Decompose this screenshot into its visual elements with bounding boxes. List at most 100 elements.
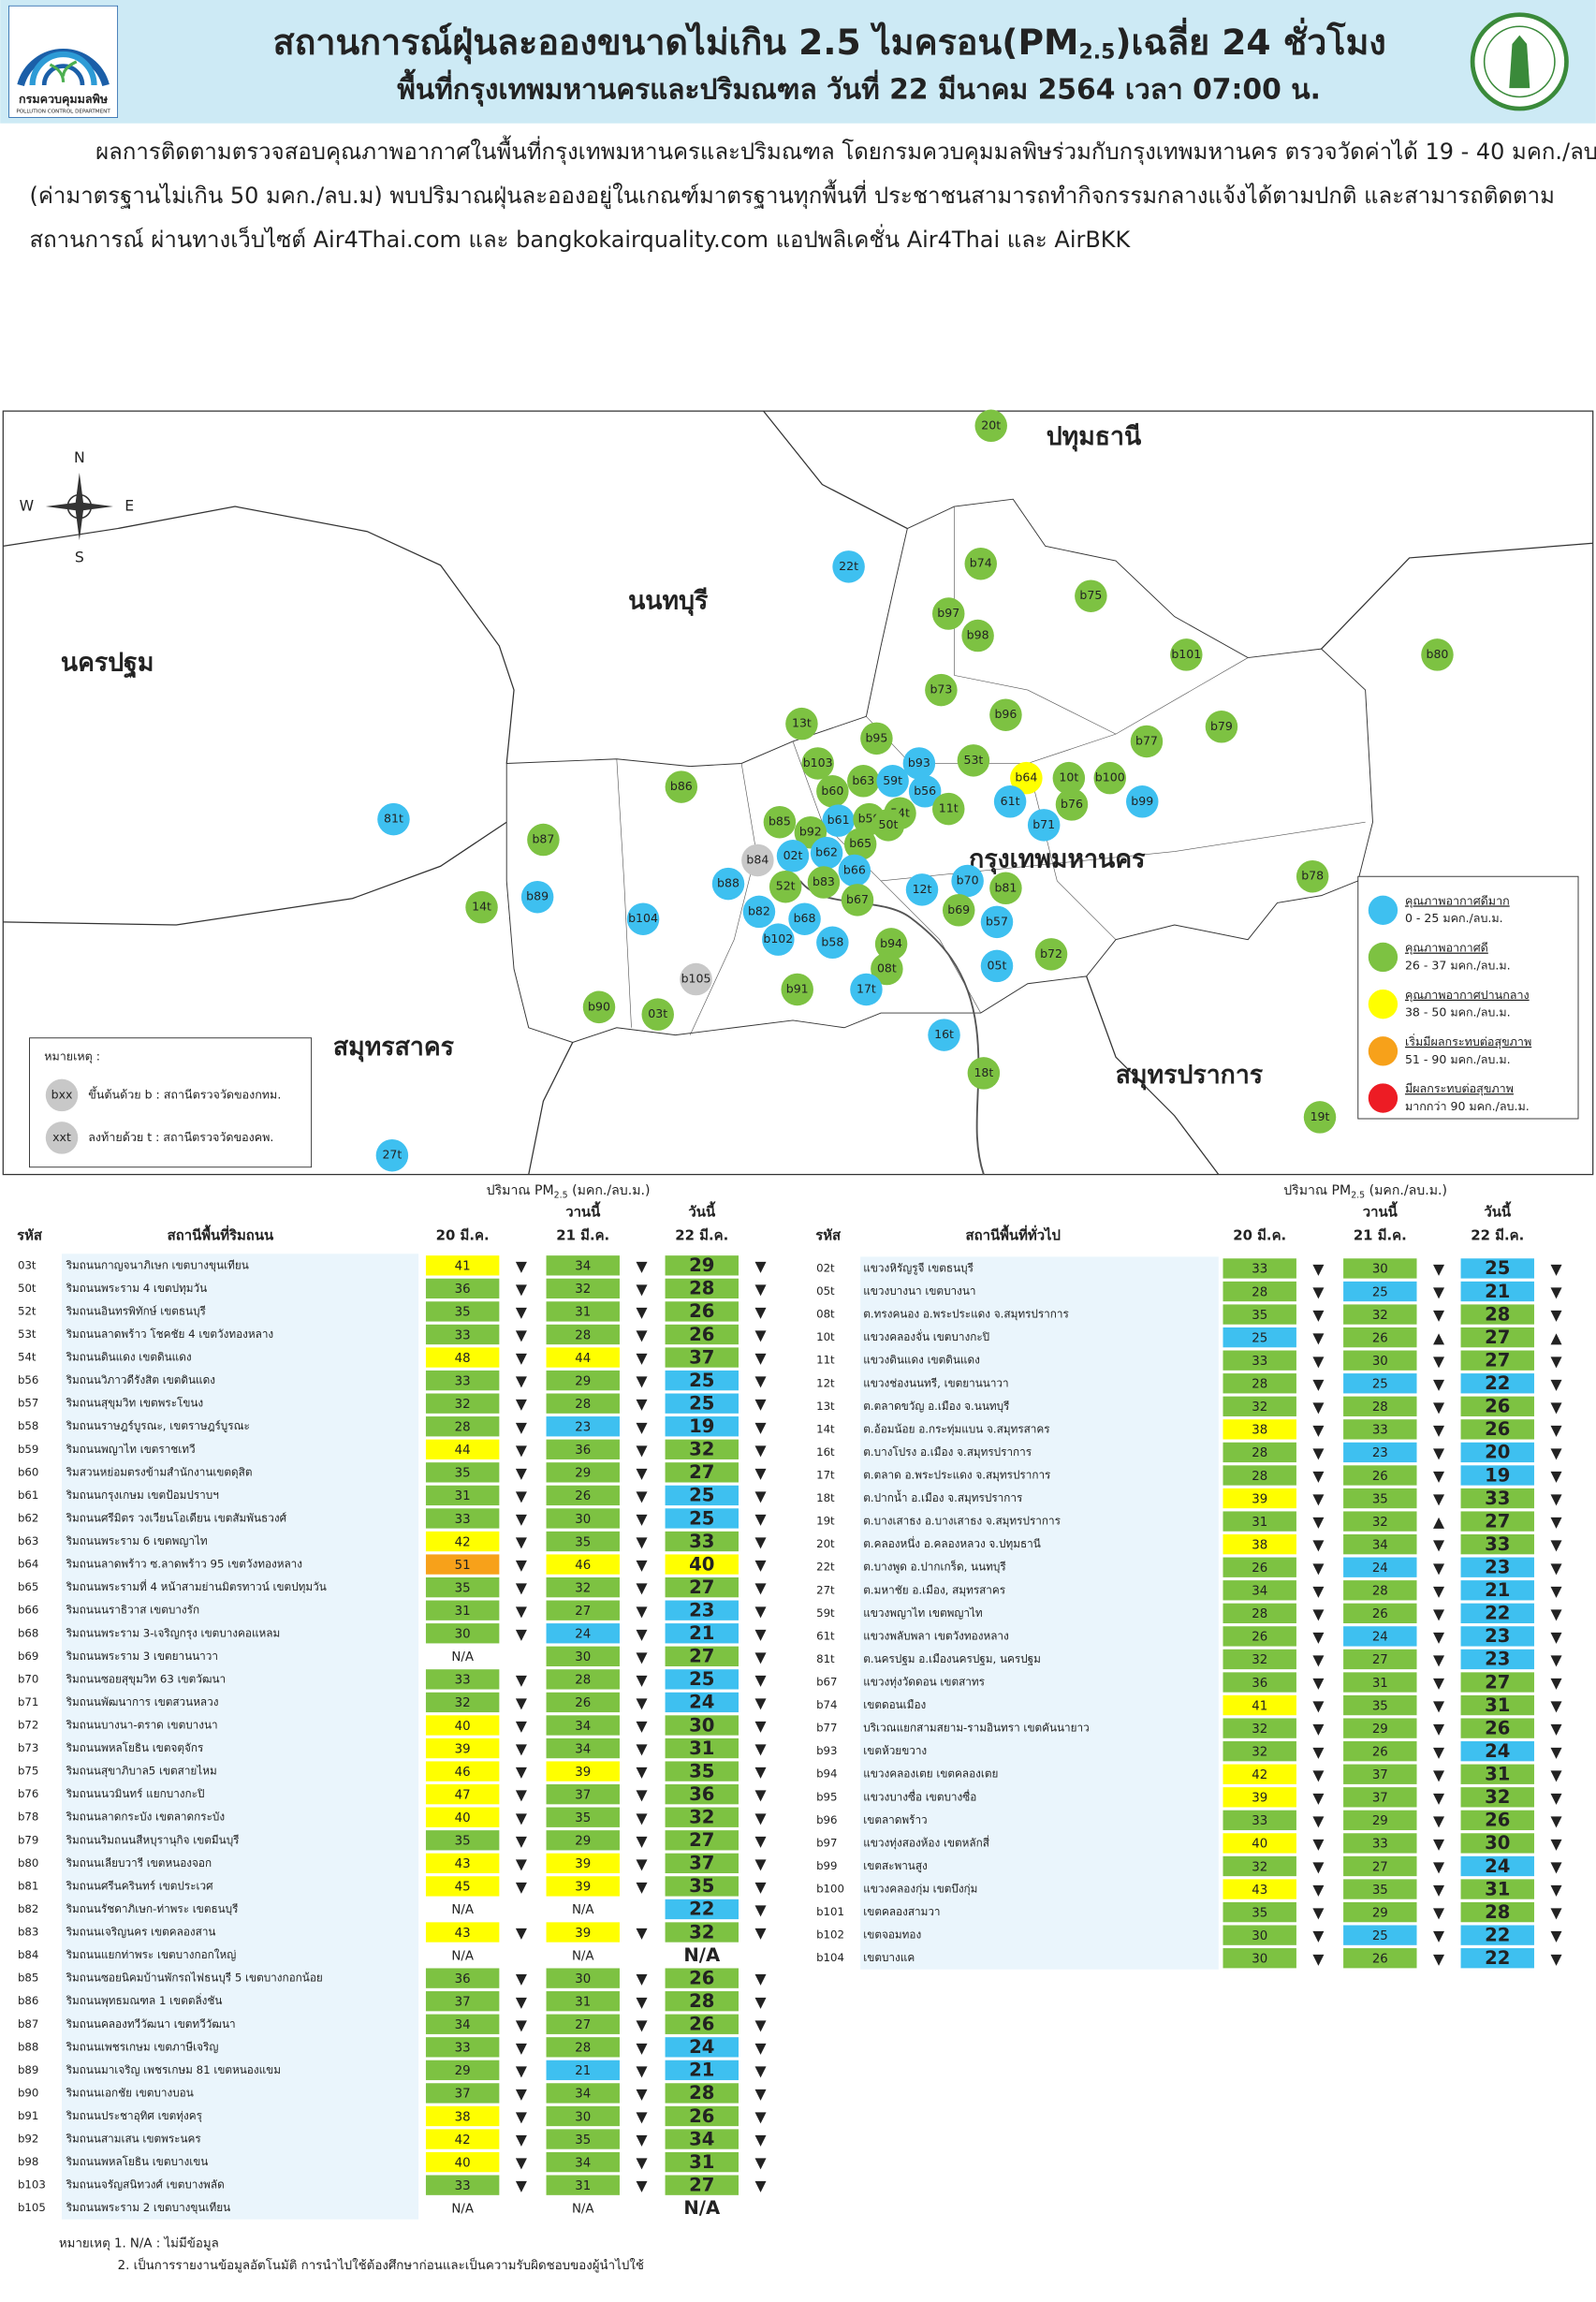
station-label: b70 [957,872,979,887]
trend-arrow: ▼ [516,1280,527,1298]
trend-arrow: ▼ [1433,1674,1444,1692]
value-cell [665,1462,739,1483]
station-label: b92 [799,825,822,839]
station-marker [905,873,939,906]
value-cell [1223,1833,1296,1854]
station-code: 10t [816,1330,835,1343]
value-text: 39 [575,1881,591,1895]
value-cell [665,1968,739,1988]
value-cell [425,2060,500,2081]
value-cell [1343,1810,1417,1831]
trend-arrow: ▼ [636,1694,647,1712]
value-text: 38 [1252,1424,1267,1438]
station-label: b71 [1032,817,1055,831]
station-code: b66 [18,1604,38,1617]
value-text: 32 [1485,1786,1510,1808]
value-cell [1343,1741,1417,1762]
notes-text: ขึ้นต้นด้วย b : สถานีตรวจวัดของกทม. [88,1085,281,1101]
value-cell [665,1991,739,2012]
station-name: ริมถนนพระรามที่ 4 หน้าสามย่านมิตรทาวน์ เ… [66,1579,327,1593]
value-cell [425,2014,500,2034]
value-text: 51 [455,1559,471,1573]
value-cell [546,1991,620,2012]
intro-line: ผลการติดตามตรวจสอบคุณภาพอากาศในพื้นที่กร… [95,135,1596,166]
station-label: 16t [934,1027,954,1041]
station-marker [665,770,698,803]
value-text: 26 [689,1300,714,1322]
value-text: 28 [1252,1470,1267,1484]
value-text: 33 [455,2179,471,2193]
value-text: 44 [455,1444,471,1458]
value-cell [1343,1396,1417,1416]
station-label: b88 [717,876,739,890]
station-marker [375,1138,409,1172]
trend-arrow: ▼ [1550,1766,1561,1783]
trend-arrow: ▼ [516,1970,527,1987]
value-text: 24 [1372,1631,1388,1645]
station-label: b77 [1135,733,1158,747]
value-cell [546,2060,620,2081]
station-marker [850,973,883,1006]
station-marker [1055,788,1089,821]
value-cell [546,1485,620,1506]
station-code: b75 [18,1765,38,1778]
value-text: 28 [1372,1585,1388,1599]
value-text: 32 [1372,1516,1388,1530]
value-text: 29 [1372,1723,1388,1737]
column-header: สถานีพื้นที่ทั่วไป [966,1224,1061,1243]
trend-arrow: ▼ [1433,1720,1444,1737]
legend-swatch [1368,1036,1398,1066]
value-text: 30 [575,1650,591,1664]
value-cell [1223,1787,1296,1808]
value-text: 29 [689,1254,714,1276]
station-label: 11t [939,801,959,815]
value-cell [425,1508,500,1529]
trend-arrow: ▼ [1433,1651,1444,1669]
station-marker [377,802,410,836]
legend-title: คุณภาพอากาศดีมาก [1405,893,1510,908]
trend-arrow: ▼ [1312,1651,1324,1669]
value-cell [425,1393,500,1414]
station-code: b58 [18,1419,38,1432]
station-name: แขวงคลองจั่น เขตบางกะปิ [863,1329,989,1343]
value-cell [665,1784,739,1805]
column-header: รหัส [815,1226,842,1243]
value-cell [1343,1442,1417,1463]
station-marker [843,828,877,860]
legend-range: 51 - 90 มคก./ลบ.ม. [1405,1052,1511,1066]
province-label: นครปฐม [61,648,154,679]
value-cell [1223,1718,1296,1738]
value-text: 23 [1485,1649,1510,1670]
station-code: b72 [18,1718,38,1731]
legend-title: เริ่มมีผลกระทบต่อสุขภาพ [1405,1034,1531,1049]
station-label: b95 [865,730,887,744]
trend-arrow: ▼ [754,1832,766,1850]
value-text: 34 [575,2088,591,2102]
value-text: 39 [1252,1792,1267,1806]
legend-swatch [1368,895,1398,925]
trend-arrow: ▼ [636,1327,647,1344]
subtitle: พื้นที่กรุงเทพมหานครและปริมณฑล วันที่ 22… [397,68,1321,107]
trend-arrow: ▼ [1433,1605,1444,1622]
compass-label: W [20,497,35,515]
value-cell [1343,1718,1417,1738]
value-text: 34 [575,1720,591,1734]
trend-arrow: ▼ [1312,1743,1324,1761]
value-cell [546,2175,620,2195]
station-label: b84 [746,852,769,866]
trend-arrow: ▼ [754,1878,766,1896]
value-cell [665,1899,739,1920]
station-name: ริมถนนพระราม 4 เขตปทุมวัน [66,1282,207,1295]
value-text: 28 [575,1674,591,1688]
station-marker [785,707,818,740]
value-text: 30 [1252,1953,1267,1967]
trend-arrow: ▼ [754,1257,766,1275]
trend-arrow: ▼ [1433,1628,1444,1646]
station-name: ริมถนนกรุงเกษม เขตป้อมปราบฯ [66,1488,219,1502]
station-code: b74 [816,1698,837,1711]
column-header: 21 มี.ค. [1354,1226,1407,1243]
value-text: 36 [455,1283,471,1297]
station-name: ต.ปากน้ำ อ.เมือง จ.สมุทรปราการ [863,1489,1022,1504]
value-text: 28 [575,2042,591,2056]
value-cell [546,2083,620,2104]
